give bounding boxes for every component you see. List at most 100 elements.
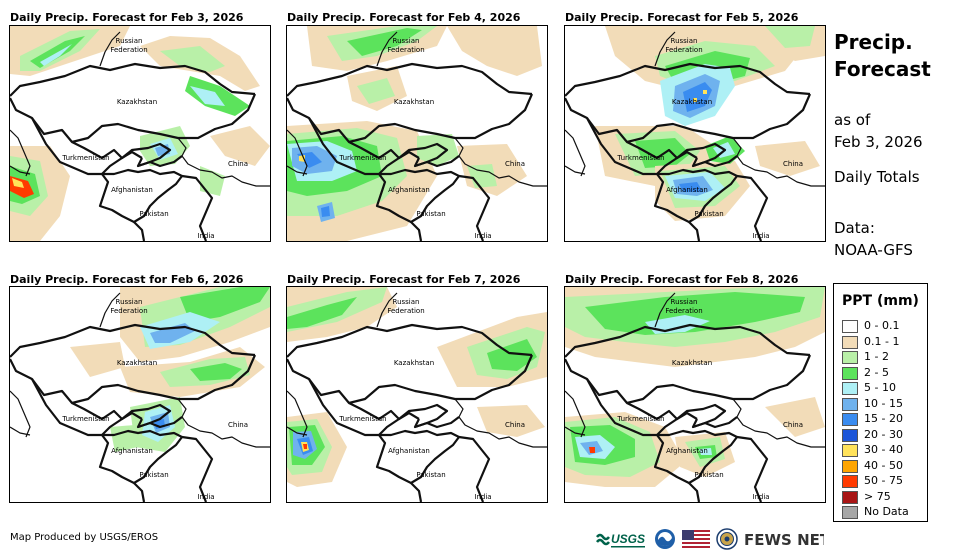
legend-title: PPT (mm) [842,293,919,309]
panel-title-feb3: Daily Precip. Forecast for Feb 3, 2026 [10,11,244,24]
panel-title-feb4: Daily Precip. Forecast for Feb 4, 2026 [287,11,521,24]
country-border [736,435,769,502]
side-title-line2: Forecast [834,57,931,81]
fews-net-logo: FEWS NET [744,528,831,550]
legend-label: 0.1 - 1 [864,334,900,348]
usgs-logo: USGS [596,528,648,550]
country-border [177,398,270,448]
svg-text:FEWS NET: FEWS NET [744,531,824,549]
country-border [10,323,256,358]
country-border [586,117,678,176]
legend-label: 40 - 50 [864,458,903,472]
legend-label: 0 - 0.1 [864,319,900,332]
legend-swatch [842,490,858,504]
country-border [410,482,423,502]
precip-area [321,206,330,217]
country-label: Russian [671,298,698,306]
precip-area [417,134,459,166]
panel-title-feb7: Daily Precip. Forecast for Feb 7, 2026 [287,273,521,286]
country-border [287,323,533,358]
country-border [565,62,811,97]
country-border [626,141,698,160]
country-label: Kazakhstan [117,98,157,106]
precip-area [180,287,270,322]
country-label: China [228,160,248,168]
data-source-value: NOAA-GFS [834,241,913,259]
country-border [375,429,461,485]
country-border [10,129,31,177]
data-source-label: Data: [834,219,875,237]
legend-label: > 75 [864,489,891,503]
country-border [308,378,400,437]
country-label: Afghanistan [388,186,430,194]
country-border [736,174,769,241]
country-border [287,390,308,438]
country-border [31,378,123,437]
precip-area [190,86,225,106]
country-border [308,117,400,176]
precip-area [765,26,815,48]
country-border [458,174,491,241]
country-label: Kazakhstan [672,359,712,367]
precip-area [190,363,242,381]
precip-area [703,90,707,94]
country-border [287,354,534,405]
precip-area [287,297,357,329]
country-border [10,354,257,405]
country-label: Russian [116,298,143,306]
country-label: Kazakhstan [394,98,434,106]
country-border [99,31,121,67]
country-border [71,402,143,421]
country-border [375,168,461,224]
country-border [454,137,547,187]
map-feb5: Russian Federation Kazakhstan Turkmenistan C… [564,25,826,242]
country-border [287,129,308,177]
precip-area [70,342,125,377]
country-border [10,62,256,97]
legend-swatch [842,475,858,488]
credit-text: Map Produced by USGS/EROS [10,532,159,543]
country-label: Turkmenistan [616,415,664,423]
legend-swatch [842,320,858,333]
country-border [654,31,676,67]
country-border [348,141,420,160]
as-of-label: as of [834,111,871,129]
side-title-line1: Precip. [834,30,913,54]
map-feb7: Russian Federation Kazakhstan Turkmenistan C… [286,286,548,503]
country-label: Federation [110,46,147,54]
country-label: Pakistan [416,471,445,479]
country-border [181,174,214,241]
legend: PPT (mm) 0 - 0.1 0.1 - 1 1 - 2 2 - 5 5 - 10 1… [833,283,928,522]
precip-area [487,339,537,371]
country-label: Russian [671,37,698,45]
noaa-logo [654,528,676,550]
us-flag-icon [682,528,710,550]
country-border [137,416,183,429]
country-border [287,93,534,144]
country-label: Pakistan [416,210,445,218]
country-label: Turkmenistan [61,154,109,162]
country-label: Turkmenistan [61,415,109,423]
legend-swatch [842,397,858,411]
panel-title-feb6: Daily Precip. Forecast for Feb 6, 2026 [10,273,244,286]
legend-swatch [842,335,858,349]
as-of-date: Feb 3, 2026 [834,133,923,151]
svg-text:USGS: USGS [611,532,645,546]
country-border [653,429,739,485]
country-label: Pakistan [694,471,723,479]
country-label: Russian [393,298,420,306]
country-border [177,137,270,187]
legend-swatch [842,382,858,395]
country-border [10,93,257,144]
precip-area [755,141,820,176]
country-label: India [197,232,214,240]
country-border [10,390,31,438]
country-label: Federation [665,46,702,54]
legend-swatch [842,506,858,519]
legend-label: 20 - 30 [864,427,903,441]
country-label: Kazakhstan [672,98,712,106]
country-label: Federation [110,307,147,315]
country-label: India [197,493,214,501]
country-label: Pakistan [139,471,168,479]
